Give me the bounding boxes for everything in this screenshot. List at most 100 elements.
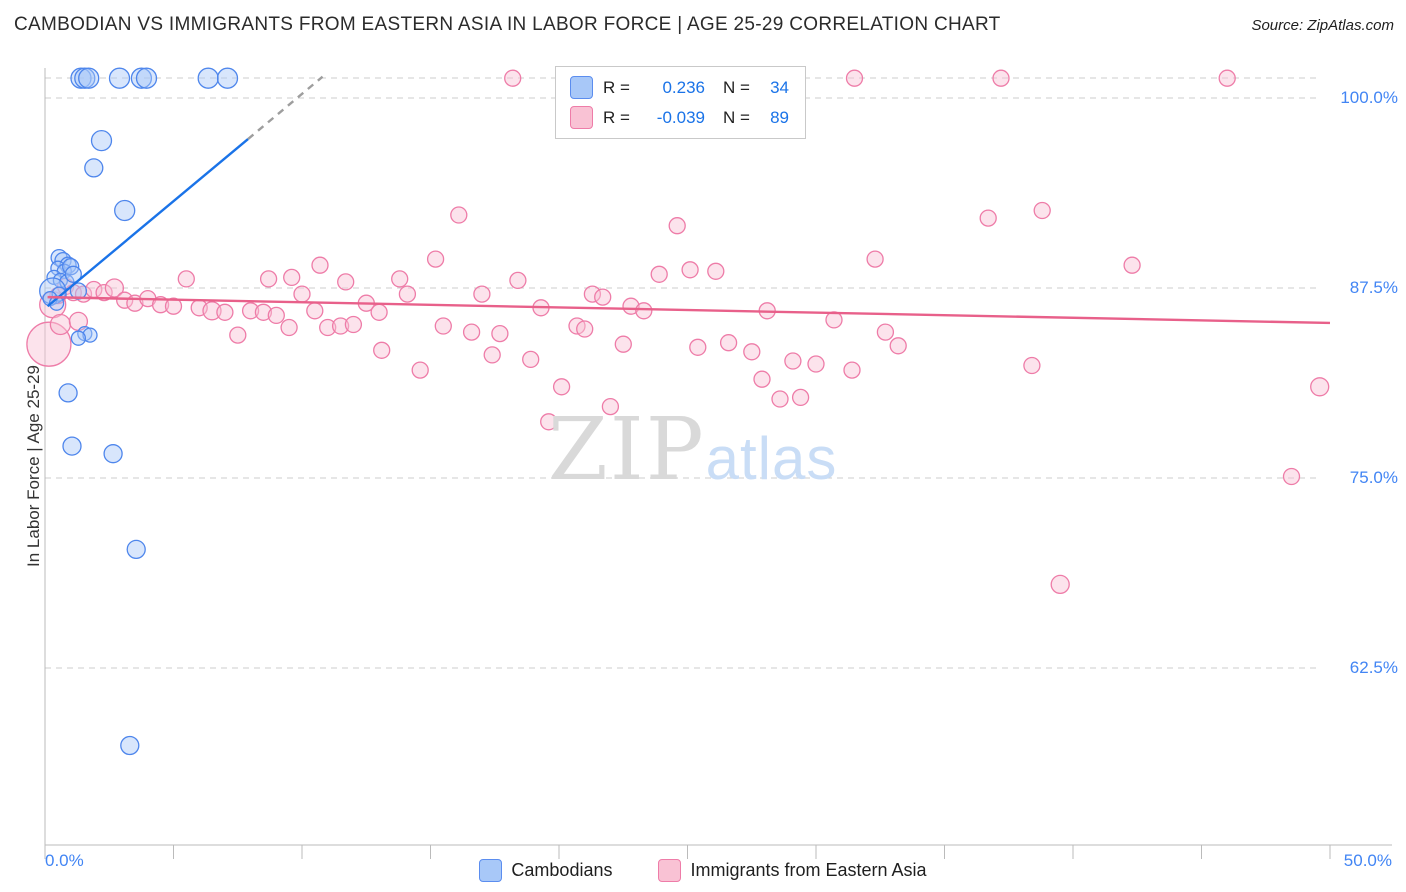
data-point[interactable]: [103, 444, 123, 464]
data-point[interactable]: [426, 250, 445, 268]
data-point[interactable]: [825, 311, 843, 329]
data-point[interactable]: [78, 67, 100, 89]
data-point[interactable]: [177, 270, 195, 288]
data-point[interactable]: [1310, 377, 1330, 397]
data-point[interactable]: [992, 69, 1010, 87]
data-point[interactable]: [681, 261, 699, 279]
data-point[interactable]: [509, 271, 527, 290]
data-point[interactable]: [135, 67, 158, 89]
data-point[interactable]: [229, 326, 247, 344]
data-point[interactable]: [70, 330, 87, 346]
data-point[interactable]: [753, 370, 771, 388]
data-point[interactable]: [791, 388, 810, 407]
data-point[interactable]: [241, 302, 260, 320]
y-tick-62-5: 62.5%: [1349, 658, 1398, 677]
data-point[interactable]: [62, 436, 82, 456]
data-point[interactable]: [373, 341, 391, 359]
data-point[interactable]: [889, 337, 907, 355]
data-point[interactable]: [126, 539, 146, 560]
data-point[interactable]: [116, 291, 134, 309]
data-point[interactable]: [337, 273, 355, 291]
data-point[interactable]: [483, 346, 501, 364]
data-point[interactable]: [668, 217, 686, 235]
data-point[interactable]: [216, 303, 234, 321]
data-point[interactable]: [293, 285, 311, 303]
data-point[interactable]: [151, 296, 170, 314]
data-point[interactable]: [614, 335, 632, 353]
data-point[interactable]: [311, 256, 329, 274]
cambodians-trend: [46, 138, 249, 308]
data-point[interactable]: [82, 327, 98, 343]
data-point[interactable]: [719, 334, 738, 352]
data-point[interactable]: [771, 390, 789, 408]
data-point[interactable]: [450, 206, 468, 224]
data-point[interactable]: [1023, 356, 1041, 375]
data-point[interactable]: [164, 297, 183, 315]
data-point[interactable]: [114, 199, 136, 222]
y-axis-title: In Labor Force | Age 25-29: [24, 365, 43, 567]
legend-item-eastern-asia[interactable]: Immigrants from Eastern Asia: [658, 859, 927, 882]
data-point[interactable]: [104, 278, 125, 298]
data-point[interactable]: [267, 306, 285, 325]
data-point[interactable]: [622, 297, 640, 315]
data-point[interactable]: [552, 378, 571, 396]
data-point[interactable]: [280, 318, 298, 337]
data-point[interactable]: [391, 270, 409, 288]
data-point[interactable]: [843, 361, 861, 379]
data-point[interactable]: [1123, 256, 1141, 274]
data-point[interactable]: [876, 323, 895, 341]
data-point[interactable]: [504, 69, 522, 87]
data-point[interactable]: [64, 265, 82, 283]
data-point[interactable]: [306, 302, 324, 320]
data-point[interactable]: [120, 735, 140, 756]
data-point[interactable]: [370, 303, 388, 321]
data-point[interactable]: [1050, 574, 1070, 595]
data-point[interactable]: [601, 397, 620, 416]
data-point[interactable]: [411, 361, 429, 379]
data-point[interactable]: [979, 209, 997, 227]
data-point[interactable]: [635, 302, 653, 320]
data-point[interactable]: [743, 343, 761, 361]
data-point[interactable]: [784, 352, 802, 370]
data-point[interactable]: [491, 324, 509, 343]
x-tick-min: 0.0%: [45, 851, 84, 870]
data-point[interactable]: [576, 320, 594, 338]
data-point[interactable]: [26, 321, 72, 367]
data-point[interactable]: [583, 285, 602, 303]
data-point[interactable]: [807, 355, 825, 373]
data-point[interactable]: [845, 69, 864, 87]
data-point[interactable]: [130, 67, 153, 89]
data-point[interactable]: [58, 383, 78, 403]
data-point[interactable]: [202, 301, 222, 321]
data-point[interactable]: [95, 283, 113, 302]
data-point[interactable]: [1218, 69, 1236, 87]
data-point[interactable]: [1033, 201, 1051, 220]
legend-item-cambodians[interactable]: Cambodians: [479, 859, 612, 882]
data-point[interactable]: [319, 318, 337, 337]
data-point[interactable]: [462, 323, 481, 341]
data-point[interactable]: [90, 129, 113, 152]
data-point[interactable]: [254, 303, 273, 321]
data-point[interactable]: [344, 315, 363, 334]
data-point[interactable]: [197, 67, 219, 89]
data-point[interactable]: [283, 268, 301, 287]
data-point[interactable]: [594, 288, 612, 306]
data-point[interactable]: [259, 270, 278, 288]
data-point[interactable]: [689, 338, 707, 356]
data-point[interactable]: [650, 265, 668, 283]
data-point[interactable]: [69, 282, 88, 300]
data-point[interactable]: [540, 413, 558, 431]
data-point[interactable]: [473, 285, 491, 303]
data-point[interactable]: [84, 158, 104, 178]
data-point[interactable]: [108, 67, 131, 89]
data-point[interactable]: [331, 317, 350, 335]
data-point[interactable]: [522, 350, 540, 369]
data-point[interactable]: [866, 250, 884, 268]
data-point[interactable]: [1282, 467, 1301, 486]
data-point[interactable]: [49, 313, 72, 336]
data-point[interactable]: [707, 262, 725, 280]
series-legend: Cambodians Immigrants from Eastern Asia: [0, 859, 1406, 882]
data-point[interactable]: [216, 67, 239, 89]
data-point[interactable]: [398, 285, 417, 303]
data-point[interactable]: [434, 317, 452, 335]
